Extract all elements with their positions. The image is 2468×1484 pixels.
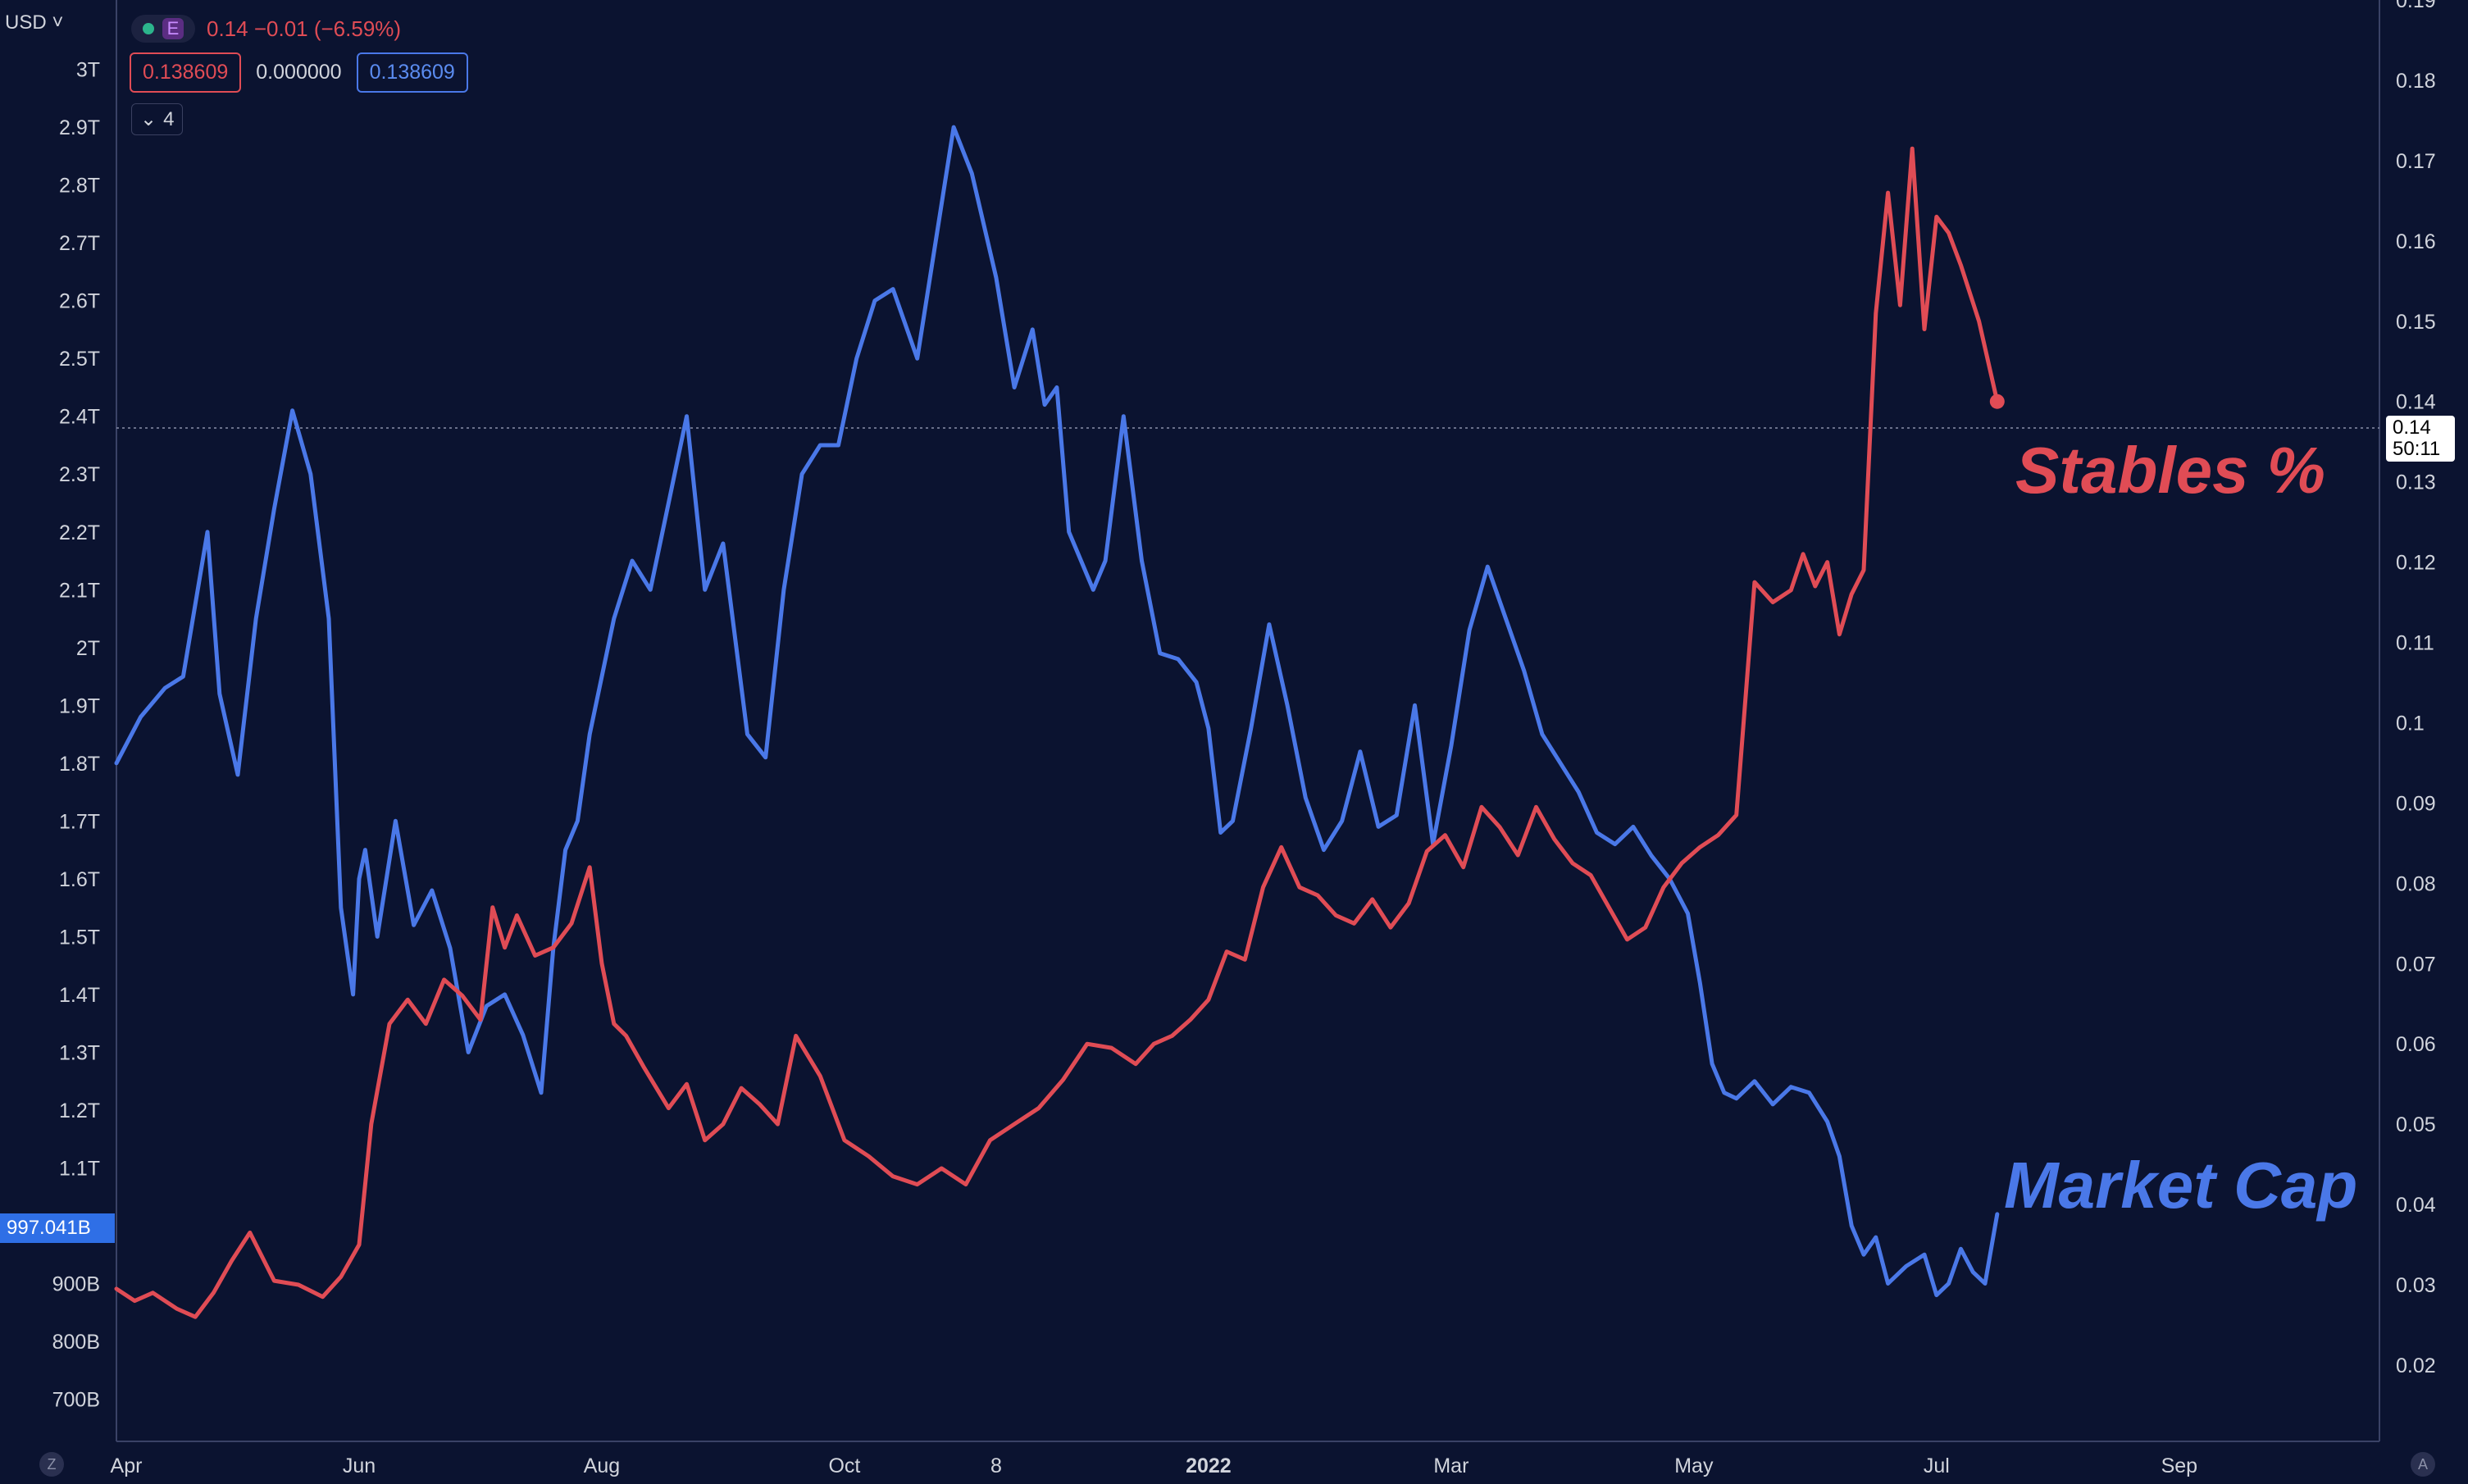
left-tick-label: 2.2T (59, 521, 100, 544)
right-tick-label: 0.11 (2396, 632, 2434, 655)
series-group (114, 125, 2005, 1319)
right-tick-label: 0.02 (2396, 1354, 2436, 1377)
right-tick-label: 0.05 (2396, 1113, 2436, 1136)
right-tick-label: 0.12 (2396, 552, 2436, 575)
indicator-count: 4 (163, 107, 175, 130)
left-tick-label: 2.5T (59, 348, 100, 371)
legend-value: 0.14 −0.01 (−6.59%) (207, 16, 402, 41)
time-tick-label: Apr (111, 1454, 143, 1477)
right-tick-label: 0.17 (2396, 150, 2436, 173)
left-tick-label: 1.2T (59, 1099, 100, 1122)
time-tick-label: Jul (1924, 1454, 1950, 1477)
left-tick-label: 700B (52, 1389, 100, 1412)
left-tick-label: 1.3T (59, 1041, 100, 1064)
last-price-label: 0.14 50:11 (2386, 416, 2455, 462)
time-tick-label: Sep (2161, 1454, 2197, 1477)
right-tick-label: 0.13 (2396, 471, 2436, 494)
right-tick-label: 0.1 (2396, 712, 2425, 735)
left-tick-label: 2.1T (59, 579, 100, 602)
time-tick-label: 8 (990, 1454, 1002, 1477)
left-tick-label: 2T (76, 637, 100, 660)
left-tick-label: 2.7T (59, 232, 100, 255)
left-tick-label: 1.7T (59, 810, 100, 833)
left-tick-label: 800B (52, 1331, 100, 1354)
time-tick-label: Oct (828, 1454, 860, 1477)
value-zero: 0.000000 (256, 61, 342, 84)
left-tick-label: 1.4T (59, 984, 100, 1007)
left-tick-label: 2.8T (59, 175, 100, 198)
market-cap-annotation: Market Cap (2004, 1149, 2358, 1222)
currency-selector[interactable]: USD ˅ (5, 11, 63, 34)
right-tick-label: 0.06 (2396, 1033, 2436, 1056)
left-tick-label: 1.1T (59, 1157, 100, 1180)
left-tick-label: 1.6T (59, 868, 100, 891)
left-axis-ticks: 3T 2.9T 2.8T 2.7T 2.6T 2.5T 2.4T 2.3T 2.2T 2.1T 2T… (52, 59, 100, 1412)
right-tick-label: 0.16 (2396, 230, 2436, 253)
auto-scale-icon[interactable]: A (2411, 1452, 2435, 1477)
chevron-down-icon: ˅ (52, 11, 64, 34)
value-box-blue: 0.138609 (356, 52, 468, 93)
stables-last-point (1989, 394, 2005, 409)
time-tick-label: Mar (1433, 1454, 1469, 1477)
left-tick-label: 900B (52, 1272, 100, 1295)
legend-row: E 0.14 −0.01 (−6.59%) (131, 15, 401, 43)
left-tick-label: 2.4T (59, 406, 100, 429)
right-tick-label: 0.03 (2396, 1274, 2436, 1297)
time-tick-label: May (1674, 1454, 1714, 1477)
time-tick-label: Jun (343, 1454, 376, 1477)
left-tick-label: 2.3T (59, 463, 100, 486)
right-tick-label: 0.07 (2396, 953, 2436, 976)
value-boxes: 0.138609 0.000000 0.138609 (130, 52, 468, 93)
stables-annotation: Stables % (2015, 434, 2325, 507)
collapse-indicators-button[interactable]: ⌄ 4 (131, 103, 184, 135)
right-tick-label: 0.18 (2396, 70, 2436, 93)
currency-label: USD (5, 11, 47, 34)
left-tick-label: 2.9T (59, 116, 100, 139)
timezone-icon[interactable]: Z (39, 1452, 64, 1477)
value-box-red: 0.138609 (130, 52, 242, 93)
market-cap-marker: 997.041B (0, 1213, 115, 1244)
time-tick-label: 2022 (1186, 1454, 1232, 1477)
right-tick-label: 0.08 (2396, 872, 2436, 895)
left-tick-label: 2.6T (59, 290, 100, 313)
time-axis-ticks: Apr Jun Aug Oct 8 2022 Mar May Jul Sep (111, 1454, 2198, 1477)
left-tick-label: 1.5T (59, 926, 100, 949)
left-tick-label: 1.8T (59, 753, 100, 776)
last-price-value: 0.14 (2393, 417, 2431, 439)
right-tick-label: 0.09 (2396, 792, 2436, 815)
series-market-cap-line (114, 125, 2000, 1298)
exchange-badge: E (162, 18, 184, 39)
right-tick-label: 0.04 (2396, 1194, 2436, 1217)
symbol-pill[interactable]: E (131, 15, 195, 43)
last-price-timer: 50:11 (2393, 438, 2441, 460)
right-tick-label: 0.19 (2396, 0, 2436, 12)
right-tick-label: 0.14 (2396, 391, 2436, 414)
right-tick-label: 0.15 (2396, 311, 2436, 334)
chevron-down-icon: ⌄ (140, 108, 157, 130)
right-axis-ticks: 0.19 0.18 0.17 0.16 0.15 0.14 0.13 0.12 0.11 0.1 0… (2396, 0, 2436, 1377)
series-stables-line (114, 146, 2000, 1319)
left-tick-label: 1.9T (59, 694, 100, 717)
left-tick-label: 3T (76, 59, 100, 82)
time-tick-label: Aug (584, 1454, 620, 1477)
status-dot-icon (143, 23, 154, 34)
